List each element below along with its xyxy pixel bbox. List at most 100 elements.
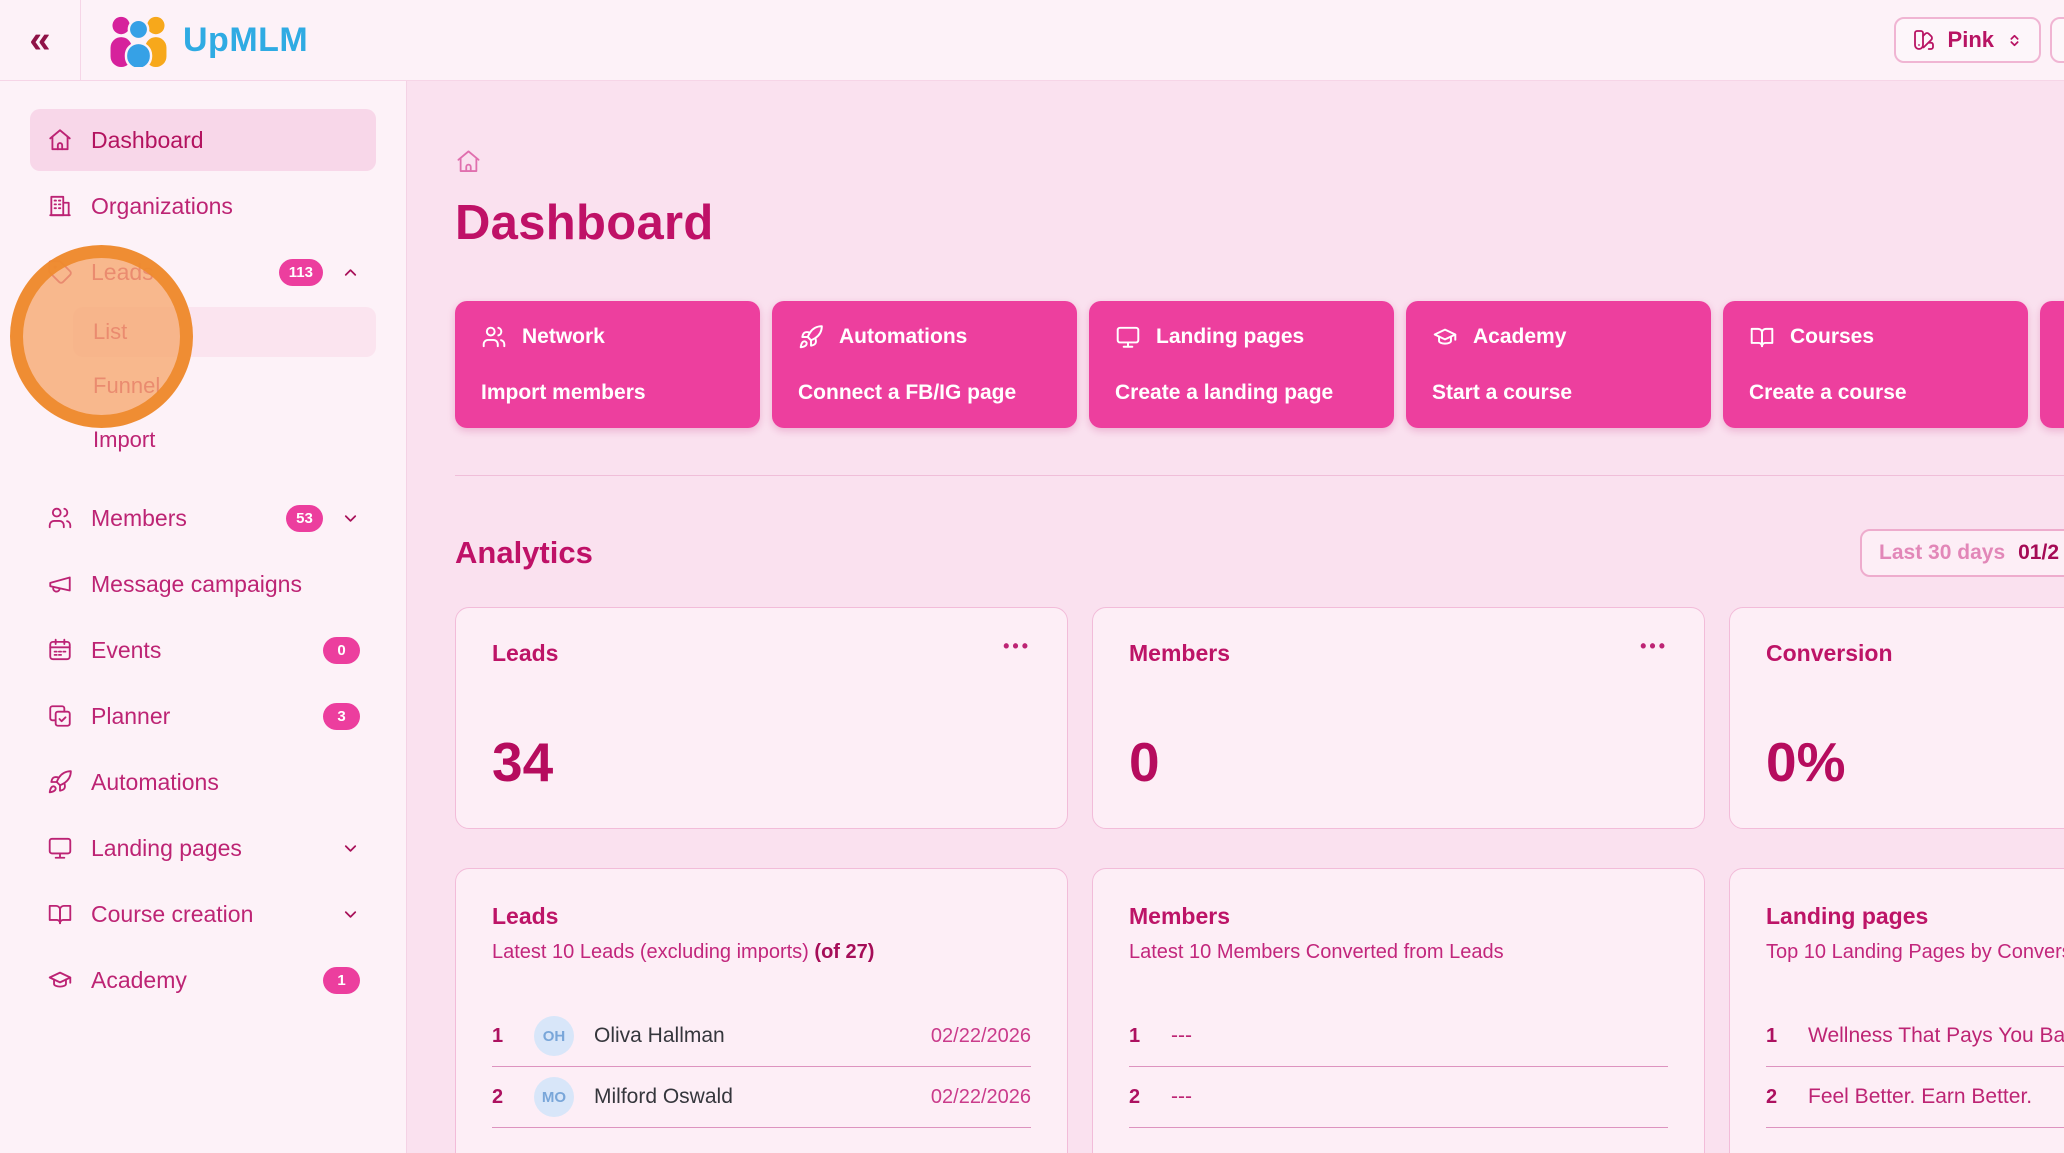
palette-swatch-icon: [1913, 30, 1934, 50]
list-subtitle-text: Latest 10 Members Converted from Leads: [1129, 941, 1504, 963]
sidebar-item-message-campaigns[interactable]: Message campaigns: [30, 553, 376, 615]
tag-icon: [48, 260, 72, 284]
sidebar-item-planner[interactable]: Planner 3: [30, 685, 376, 747]
topbar: « UpMLM Pink: [0, 0, 2064, 81]
avatar: MO: [534, 1077, 574, 1117]
list-subtitle: Latest 10 Members Converted from Leads: [1129, 941, 1668, 964]
sidebar-collapse-column: «: [0, 0, 81, 80]
list-cards-row: Leads Latest 10 Leads (excluding imports…: [455, 868, 2064, 1153]
app-logo[interactable]: UpMLM: [107, 13, 308, 67]
stat-card-leads: Leads ••• 34: [455, 607, 1068, 829]
landing-page-row[interactable]: 2 Feel Better. Earn Better.: [1766, 1067, 2064, 1128]
quick-action-landing-pages[interactable]: Landing pages Create a landing page: [1089, 301, 1394, 428]
sidebar-subitem-leads-list[interactable]: List: [73, 307, 376, 357]
sidebar-item-label: Members: [91, 504, 187, 531]
brand-name: UpMLM: [183, 20, 309, 59]
sidebar-item-label: Message campaigns: [91, 570, 302, 597]
list-title: Members: [1129, 903, 1230, 929]
sidebar-item-label: Events: [91, 636, 162, 663]
list-subtitle-text: Top 10 Landing Pages by Convers: [1766, 941, 2064, 963]
quick-action-subtitle: Create a landing page: [1115, 381, 1334, 404]
rocket-icon: [799, 325, 823, 349]
stat-value: 34: [492, 731, 554, 793]
sidebar-collapse-button[interactable]: «: [29, 19, 51, 61]
list-subtitle-count: (of 27): [814, 941, 875, 963]
chevron-down-icon: [344, 910, 357, 918]
row-index: 1: [492, 1024, 504, 1047]
sidebar-item-label: Automations: [91, 768, 219, 795]
quick-action-courses[interactable]: Courses Create a course: [1723, 301, 2028, 428]
sidebar-item-events[interactable]: Events 0: [30, 619, 376, 681]
users-icon: [482, 326, 506, 348]
list-card-members: Members Latest 10 Members Converted from…: [1092, 868, 1705, 1153]
sidebar-item-dashboard[interactable]: Dashboard: [30, 109, 376, 171]
stat-card-conversion: Conversion 0%: [1729, 607, 2064, 829]
quick-action-title: Landing pages: [1156, 325, 1305, 348]
sidebar-item-landing-pages[interactable]: Landing pages: [30, 817, 376, 879]
date-range-filter[interactable]: Last 30 days 01/2: [1860, 529, 2064, 577]
list-subtitle: Latest 10 Leads (excluding imports) (of …: [492, 941, 1031, 964]
lead-date: 02/22/2026: [930, 1085, 1031, 1108]
users-icon: [48, 507, 72, 529]
sidebar-item-label: Organizations: [91, 192, 233, 219]
card-menu-button[interactable]: •••: [1003, 636, 1031, 656]
leads-count-badge: 113: [278, 258, 323, 286]
quick-action-academy[interactable]: Academy Start a course: [1406, 301, 1711, 428]
list-card-leads: Leads Latest 10 Leads (excluding imports…: [455, 868, 1068, 1153]
sidebar: Dashboard Organizations Leads 113: [0, 81, 407, 1153]
breadcrumb-home-icon[interactable]: [455, 148, 482, 175]
sidebar-item-label: Landing pages: [91, 834, 242, 861]
theme-selector[interactable]: Pink: [1893, 17, 2041, 63]
lead-row[interactable]: 2 MO Milford Oswald 02/22/2026: [492, 1067, 1031, 1128]
landing-page-name: Wellness That Pays You Back: [1808, 1024, 2064, 1047]
row-index: 2: [1766, 1085, 1778, 1108]
stat-title: Conversion: [1766, 640, 1893, 666]
topbar-button-partial[interactable]: [2050, 17, 2064, 63]
sidebar-item-course-creation[interactable]: Course creation: [30, 883, 376, 945]
date-range-preset: Last 30 days: [1879, 541, 2006, 564]
theme-selector-value: Pink: [1947, 27, 1994, 52]
quick-action-subtitle: Connect a FB/IG page: [798, 381, 1017, 404]
academy-count-badge: 1: [323, 966, 360, 994]
sidebar-subitem-label: Funnel: [93, 373, 161, 398]
list-subtitle-text: Latest 10 Leads (excluding imports): [492, 941, 809, 963]
section-divider: [455, 475, 2064, 476]
sidebar-item-organizations[interactable]: Organizations: [30, 175, 376, 237]
calendar-icon: [49, 638, 71, 661]
sidebar-item-leads[interactable]: Leads 113: [30, 241, 376, 303]
sidebar-item-academy[interactable]: Academy 1: [30, 949, 376, 1011]
quick-action-automations[interactable]: Automations Connect a FB/IG page: [772, 301, 1077, 428]
rocket-icon: [48, 770, 72, 794]
quick-action-network[interactable]: Network Import members: [455, 301, 760, 428]
open-book-icon: [48, 904, 72, 925]
sidebar-item-automations[interactable]: Automations: [30, 751, 376, 813]
analytics-heading: Analytics: [455, 535, 593, 570]
member-name: ---: [1171, 1085, 1192, 1108]
main-content: Dashboard Network Import members: [407, 81, 2064, 1153]
open-book-icon: [1750, 327, 1774, 348]
card-menu-button[interactable]: •••: [1640, 636, 1668, 656]
analytics-header: Analytics Last 30 days 01/2: [455, 529, 2064, 577]
sidebar-item-members[interactable]: Members 53: [30, 487, 376, 549]
sidebar-subitem-leads-funnel[interactable]: Funnel: [73, 361, 376, 411]
row-index: 2: [1129, 1085, 1141, 1108]
list-subtitle: Top 10 Landing Pages by Convers: [1766, 941, 2064, 964]
quick-action-title: Network: [522, 325, 605, 348]
member-row[interactable]: 2 ---: [1129, 1067, 1668, 1128]
building-icon: [49, 195, 71, 217]
chevron-down-icon: [344, 514, 357, 522]
sidebar-subitem-leads-import[interactable]: Import: [73, 415, 376, 465]
lead-name: Milford Oswald: [594, 1085, 733, 1108]
list-title: Leads: [492, 903, 559, 929]
sidebar-item-label: Academy: [91, 966, 187, 993]
members-count-badge: 53: [286, 504, 323, 532]
landing-page-row[interactable]: 1 Wellness That Pays You Back: [1766, 1006, 2064, 1067]
lead-name: Oliva Hallman: [594, 1024, 725, 1047]
chevron-down-icon: [344, 844, 357, 852]
stat-value: 0: [1129, 731, 1160, 793]
lead-row[interactable]: 1 OH Oliva Hallman 02/22/2026: [492, 1006, 1031, 1067]
sidebar-subitem-label: Import: [93, 427, 156, 452]
home-icon: [49, 129, 71, 151]
quick-action-partial[interactable]: C: [2040, 301, 2064, 428]
member-row[interactable]: 1 ---: [1129, 1006, 1668, 1067]
